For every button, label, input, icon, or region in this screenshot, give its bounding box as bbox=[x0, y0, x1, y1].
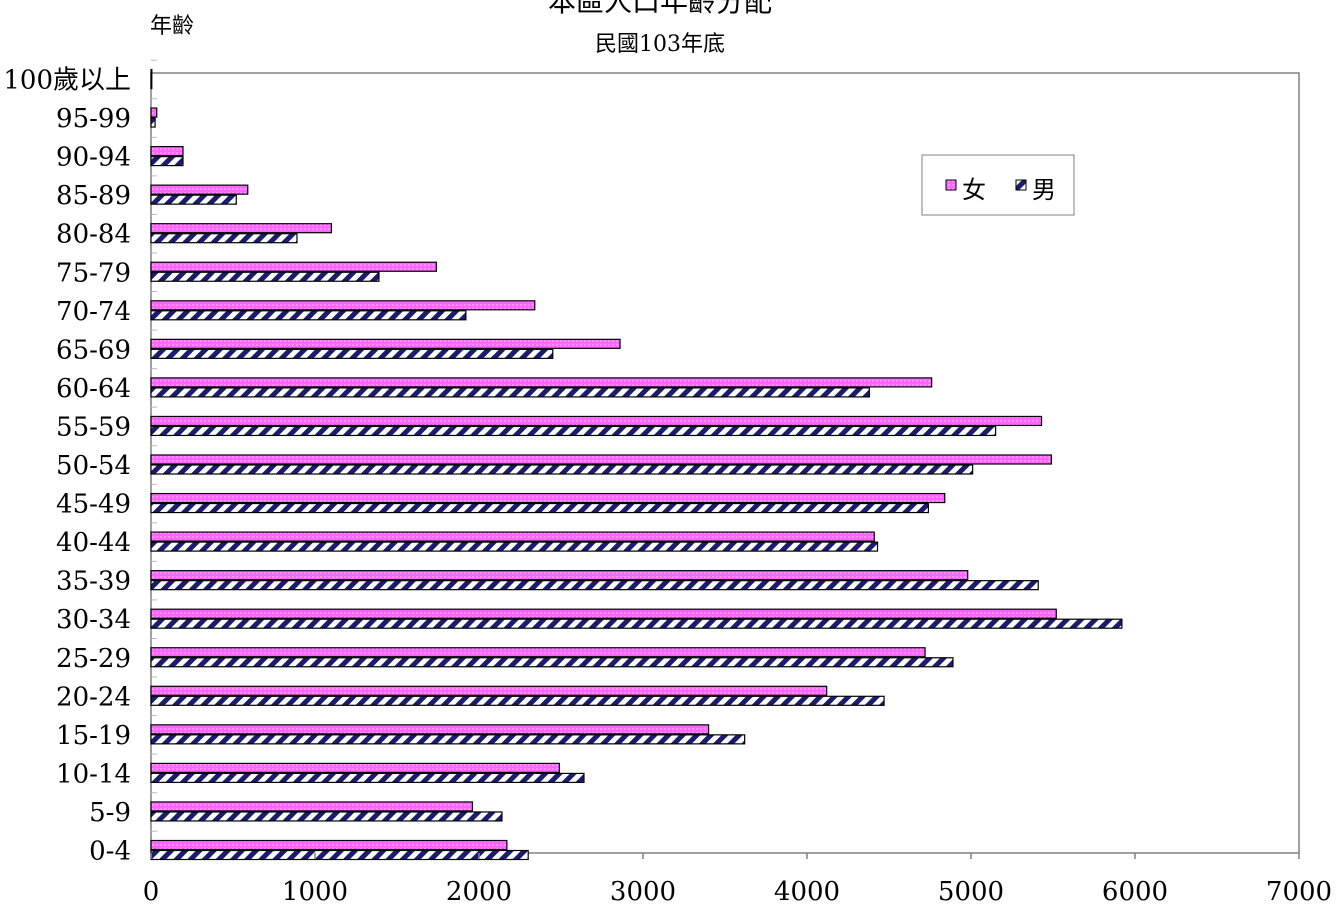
bar-male bbox=[150, 695, 885, 706]
legend-swatch-female bbox=[945, 179, 957, 191]
bar-female bbox=[150, 454, 1052, 465]
y-tick-label: 95-99 bbox=[56, 104, 131, 134]
bar-male bbox=[150, 464, 974, 475]
bar-female bbox=[150, 338, 621, 349]
bar-female bbox=[150, 492, 946, 504]
y-tick-label: 0-4 bbox=[89, 837, 131, 867]
bar-female bbox=[150, 184, 249, 195]
y-tick-label: 40-44 bbox=[56, 528, 131, 558]
y-tick-label: 15-19 bbox=[56, 721, 131, 751]
bar-female bbox=[150, 801, 474, 812]
bar-female bbox=[150, 531, 875, 542]
bar-male bbox=[150, 849, 529, 861]
y-tick-label: 50-54 bbox=[56, 451, 131, 481]
x-tick-label: 3000 bbox=[610, 877, 676, 906]
x-tick-label: 1000 bbox=[282, 877, 348, 906]
bar-male bbox=[150, 194, 237, 205]
bar-male bbox=[150, 580, 1039, 591]
x-tick-label: 2000 bbox=[446, 877, 512, 906]
bar-female bbox=[150, 762, 560, 774]
x-tick-label: 5000 bbox=[938, 877, 1004, 906]
chart-subtitle: 民國103年底 bbox=[595, 32, 725, 57]
y-tick-label: 60-64 bbox=[56, 374, 131, 404]
y-tick-label: 90-94 bbox=[56, 143, 131, 173]
legend-swatch-male bbox=[1015, 179, 1027, 191]
bar-female bbox=[150, 377, 933, 388]
legend: 女 男 bbox=[921, 154, 1075, 216]
bar-male bbox=[150, 348, 554, 359]
bar-male bbox=[150, 78, 153, 90]
bar-male bbox=[150, 271, 380, 282]
bar-female bbox=[150, 608, 1057, 619]
bar-male bbox=[150, 657, 954, 668]
bar-male bbox=[150, 387, 870, 398]
bar-male bbox=[150, 811, 503, 822]
x-tick-label: 7000 bbox=[1266, 877, 1332, 906]
y-tick-label: 5-9 bbox=[89, 798, 131, 828]
bar-male bbox=[150, 310, 467, 321]
legend-label-female: 女 bbox=[962, 176, 986, 204]
bar-female bbox=[150, 223, 332, 234]
bar-male bbox=[150, 734, 746, 745]
bar-female bbox=[150, 68, 153, 80]
bar-male bbox=[150, 772, 585, 784]
x-tick-label: 6000 bbox=[1102, 877, 1168, 906]
y-axis-label: 年齡 bbox=[150, 14, 195, 39]
bar-male bbox=[150, 425, 997, 437]
y-tick-label: 85-89 bbox=[56, 181, 131, 211]
y-tick-label: 70-74 bbox=[56, 297, 131, 327]
bar-male bbox=[150, 156, 184, 167]
bar-female bbox=[150, 107, 158, 118]
y-tick-label: 100歲以上 bbox=[3, 66, 131, 96]
bar-male bbox=[150, 502, 929, 514]
bar-female bbox=[150, 415, 1043, 427]
bar-female bbox=[150, 146, 184, 157]
bar-male bbox=[150, 541, 879, 552]
bar-female bbox=[150, 647, 926, 658]
bar-female bbox=[150, 839, 508, 851]
y-tick-label: 65-69 bbox=[56, 335, 131, 365]
x-tick-label: 0 bbox=[143, 877, 160, 906]
bar-female bbox=[150, 724, 710, 735]
y-tick-label: 45-49 bbox=[56, 490, 131, 520]
x-tick-label: 4000 bbox=[774, 877, 840, 906]
y-tick-label: 80-84 bbox=[56, 220, 131, 250]
bar-female bbox=[150, 261, 437, 272]
y-tick-label: 30-34 bbox=[56, 605, 131, 635]
bar-male bbox=[150, 117, 156, 128]
y-tick-label: 75-79 bbox=[56, 258, 131, 288]
bar-female bbox=[150, 300, 536, 311]
bar-female bbox=[150, 570, 969, 581]
y-tick-label: 10-14 bbox=[56, 759, 131, 789]
y-tick-label: 25-29 bbox=[56, 644, 131, 674]
bar-male bbox=[150, 233, 298, 244]
bar-male bbox=[150, 618, 1123, 629]
chart-title: 本區人口年齡分配 bbox=[547, 0, 772, 18]
y-tick-label: 35-39 bbox=[56, 567, 131, 597]
y-tick-label: 20-24 bbox=[56, 682, 131, 712]
y-tick-label: 55-59 bbox=[56, 412, 131, 442]
bar-female bbox=[150, 685, 828, 696]
legend-label-male: 男 bbox=[1032, 176, 1056, 204]
